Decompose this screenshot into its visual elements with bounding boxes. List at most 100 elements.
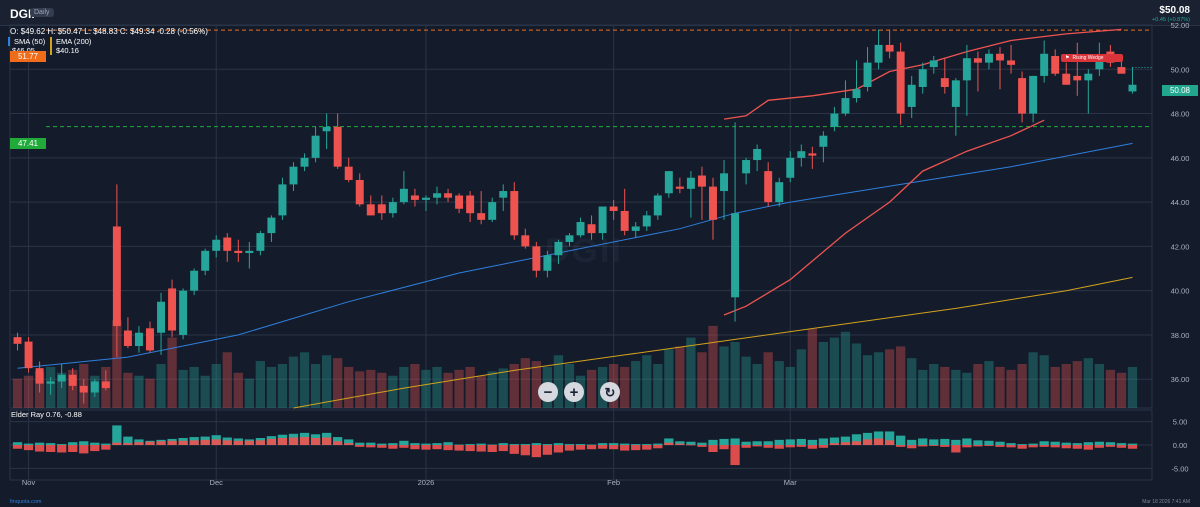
volume-bar bbox=[520, 358, 530, 408]
volume-bar bbox=[818, 342, 829, 408]
elder-bear-bar bbox=[454, 445, 464, 451]
volume-bar bbox=[929, 364, 939, 408]
elder-bull-bar bbox=[1039, 441, 1049, 445]
volume-bar bbox=[321, 355, 332, 408]
elder-bull-bar bbox=[896, 435, 906, 445]
elder-bear-bar bbox=[101, 445, 111, 450]
price-tick-label: 38.00 bbox=[1171, 331, 1190, 340]
elder-bear-bar bbox=[465, 445, 475, 452]
orange-level-tag: 51.77 bbox=[10, 51, 46, 62]
volume-bar bbox=[686, 337, 696, 408]
candle-body bbox=[123, 330, 132, 347]
elder-bear-bar bbox=[277, 438, 288, 445]
candle-body bbox=[775, 182, 784, 203]
volume-bar bbox=[277, 364, 288, 408]
elder-bear-bar bbox=[123, 443, 133, 445]
candlesticks bbox=[13, 29, 1137, 404]
candle-body bbox=[157, 301, 166, 333]
candle-body bbox=[245, 250, 254, 254]
candle-body bbox=[543, 255, 552, 271]
current-price-tag: 50.08 bbox=[1162, 85, 1198, 96]
reset-zoom-button[interactable]: ↻ bbox=[600, 382, 620, 402]
elder-bull-bar bbox=[940, 438, 950, 445]
volume-bar bbox=[1039, 355, 1049, 408]
sma-label[interactable]: SMA (50) bbox=[8, 37, 45, 46]
candle-body bbox=[973, 58, 982, 63]
elder-bear-bar bbox=[377, 445, 387, 448]
candle-body bbox=[852, 89, 861, 99]
elder-bear-bar bbox=[719, 445, 729, 450]
volume-bar bbox=[167, 337, 177, 408]
volume-bar bbox=[12, 378, 23, 408]
grid bbox=[9, 24, 1153, 481]
elder-bull-bar bbox=[741, 441, 751, 445]
elder-bear-bar bbox=[785, 445, 795, 448]
elder-bear-bar bbox=[907, 445, 917, 449]
elder-bear-bar bbox=[178, 440, 188, 445]
elder-bull-bar bbox=[487, 444, 497, 446]
elder-bull-bar bbox=[951, 439, 961, 445]
elder-bear-bar bbox=[90, 445, 100, 452]
elder-bear-bar bbox=[487, 445, 497, 452]
volume-bar bbox=[443, 372, 453, 408]
elder-bull-bar bbox=[984, 440, 994, 445]
candle-body bbox=[223, 237, 232, 251]
ticker-symbol[interactable]: DGII bbox=[10, 7, 35, 21]
candle-body bbox=[112, 226, 121, 327]
elder-bull-bar bbox=[962, 438, 972, 445]
elder-bear-bar bbox=[531, 445, 541, 458]
volume-bar bbox=[476, 375, 486, 408]
elder-bear-bar bbox=[509, 445, 519, 454]
ema-label[interactable]: EMA (200) bbox=[50, 37, 91, 46]
elder-bear-bar bbox=[984, 445, 994, 446]
volume-bar bbox=[664, 349, 674, 408]
elder-bear-bar bbox=[145, 441, 155, 445]
candle-body bbox=[410, 195, 419, 200]
elder-bull-bar bbox=[575, 444, 586, 445]
volume-bar bbox=[57, 372, 67, 408]
elder-bull-bar bbox=[454, 444, 464, 446]
volume-bar bbox=[310, 364, 321, 408]
elder-bear-bar bbox=[432, 445, 442, 450]
candle-body bbox=[697, 175, 706, 187]
candle-body bbox=[1018, 78, 1027, 114]
price-axis: 52.00 50.00 48.00 46.00 44.00 42.00 40.00 38.00… bbox=[22, 21, 1190, 487]
rising-wedge-marker[interactable]: ⚑ Rising Wedge bbox=[1061, 54, 1123, 62]
candle-body bbox=[311, 135, 320, 158]
elder-bear-bar bbox=[57, 445, 67, 453]
volume-bar bbox=[785, 366, 795, 408]
volume-bar bbox=[829, 337, 840, 408]
elder-bull-bar bbox=[432, 443, 442, 445]
indicator-lines bbox=[17, 28, 1133, 409]
interval-badge[interactable]: Daily bbox=[30, 8, 54, 17]
candle-body bbox=[797, 151, 806, 158]
zoom-in-button[interactable]: + bbox=[564, 382, 584, 402]
volume-bar bbox=[962, 372, 972, 408]
elder-bear-bar bbox=[763, 445, 773, 448]
elder-bear-bar bbox=[840, 442, 851, 445]
volume-bar bbox=[299, 352, 310, 408]
candle-body bbox=[863, 62, 872, 87]
elder-bear-bar bbox=[79, 445, 89, 454]
elder-bear-bar bbox=[12, 445, 23, 449]
candle-body bbox=[1073, 75, 1082, 81]
elder-bear-bar bbox=[1017, 445, 1027, 449]
source-link[interactable]: finquota.com bbox=[10, 499, 42, 505]
elder-bull-bar bbox=[708, 439, 718, 445]
volume-bar bbox=[244, 378, 254, 408]
elder-bear-bar bbox=[829, 443, 840, 445]
zoom-out-button[interactable]: − bbox=[538, 382, 558, 402]
volume-bar bbox=[1083, 358, 1093, 408]
elder-bull-bar bbox=[973, 440, 983, 445]
elder-tick-label: -5.00 bbox=[1171, 464, 1188, 473]
wedge-upper-line bbox=[723, 28, 1122, 120]
volume-bar bbox=[631, 361, 641, 408]
elder-bear-bar bbox=[575, 445, 586, 450]
elder-bull-bar bbox=[840, 436, 851, 445]
elder-bull-bar bbox=[730, 438, 740, 445]
candle-body bbox=[355, 179, 364, 205]
volume-bar bbox=[366, 369, 376, 408]
elder-bear-bar bbox=[708, 445, 718, 452]
elder-bear-bar bbox=[884, 440, 895, 445]
